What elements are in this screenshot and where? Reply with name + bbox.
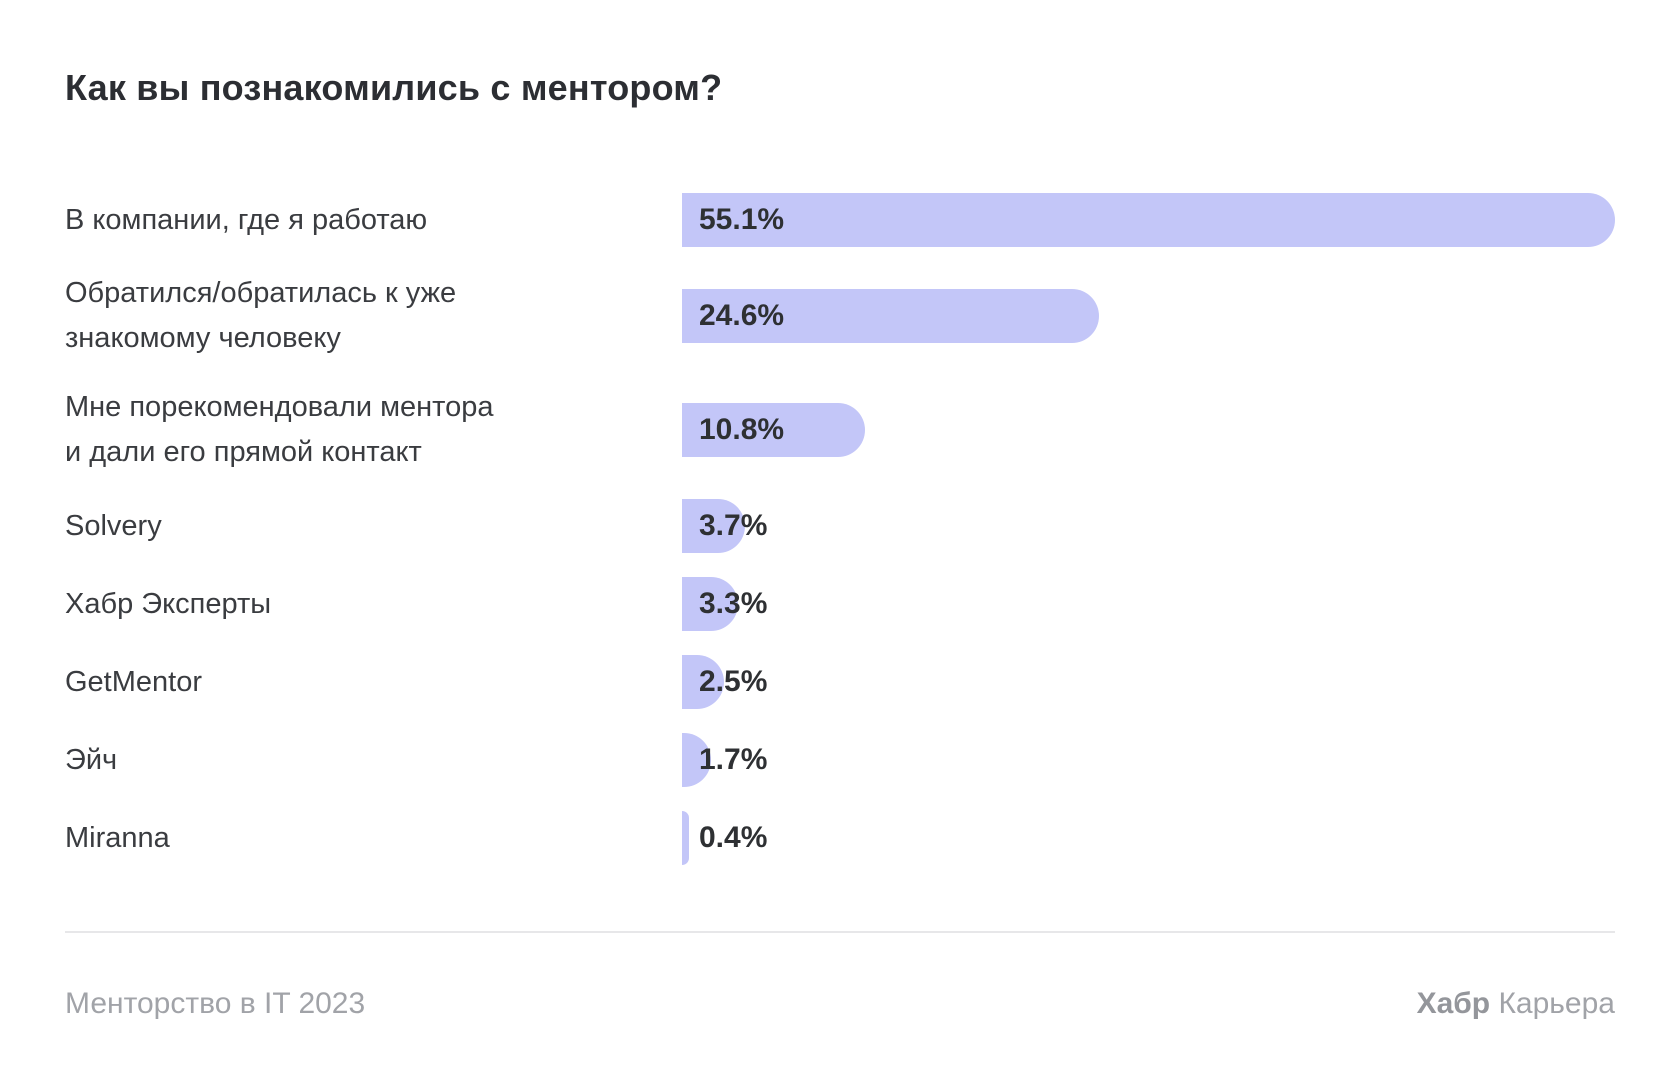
bar-area: 3.3% — [682, 577, 1615, 631]
category-label: GetMentor — [65, 665, 202, 698]
bar-area: 10.8% — [682, 403, 1615, 457]
divider — [65, 931, 1615, 933]
value-label: 24.6% — [699, 299, 785, 332]
bar-area: 0.4% — [682, 811, 1615, 865]
value-label: 10.8% — [699, 413, 785, 446]
chart-row: В компании, где я работаю 55.1% — [65, 193, 1615, 247]
bar-chart: В компании, где я работаю 55.1% Обратилс… — [65, 193, 1615, 865]
category-label: Solvery — [65, 509, 162, 542]
value-label: 2.5% — [699, 665, 768, 698]
chart-row: Обратился/обратилась к уже знакомому чел… — [65, 271, 1615, 361]
bar-area: 2.5% — [682, 655, 1615, 709]
value-label: 3.7% — [699, 509, 768, 542]
category-label: Мне порекомендовали ментора и дали его п… — [65, 391, 494, 468]
bar — [682, 577, 738, 631]
chart-row: GetMentor 2.5% — [65, 655, 1615, 709]
chart-row: Мне порекомендовали ментора и дали его п… — [65, 385, 1615, 475]
brand-name-bold: Хабр — [1416, 987, 1491, 1020]
chart-row: Хабр Эксперты 3.3% — [65, 577, 1615, 631]
bar — [682, 811, 689, 865]
category-label: В компании, где я работаю — [65, 203, 428, 236]
chart-row: Miranna 0.4% — [65, 811, 1615, 865]
bar-area: 3.7% — [682, 499, 1615, 553]
page-title: Как вы познакомились с ментором? — [65, 67, 723, 108]
footer-brand: Хабр Карьера — [1417, 986, 1615, 1022]
value-label: 55.1% — [699, 203, 785, 236]
bar — [682, 289, 1099, 343]
brand-name-regular: Карьера — [1490, 987, 1615, 1020]
footer-source-label: Менторство в IT 2023 — [65, 987, 366, 1020]
chart-row: Solvery 3.7% — [65, 499, 1615, 553]
category-label: Miranna — [65, 821, 170, 854]
chart-row: Эйч 1.7% — [65, 733, 1615, 787]
bar — [682, 193, 1615, 247]
value-label: 1.7% — [699, 743, 768, 776]
category-label: Эйч — [65, 743, 118, 776]
footer: Менторство в IT 2023 Хабр Карьера — [65, 986, 1615, 1022]
bar — [682, 403, 865, 457]
bar-area: 1.7% — [682, 733, 1615, 787]
category-label: Хабр Эксперты — [65, 587, 272, 620]
category-label: Обратился/обратилась к уже знакомому чел… — [65, 277, 457, 354]
value-label: 3.3% — [699, 587, 768, 620]
bar-area: 55.1% — [682, 193, 1615, 247]
value-label: 0.4% — [699, 821, 768, 854]
bar — [682, 499, 745, 553]
bar-area: 24.6% — [682, 289, 1615, 343]
